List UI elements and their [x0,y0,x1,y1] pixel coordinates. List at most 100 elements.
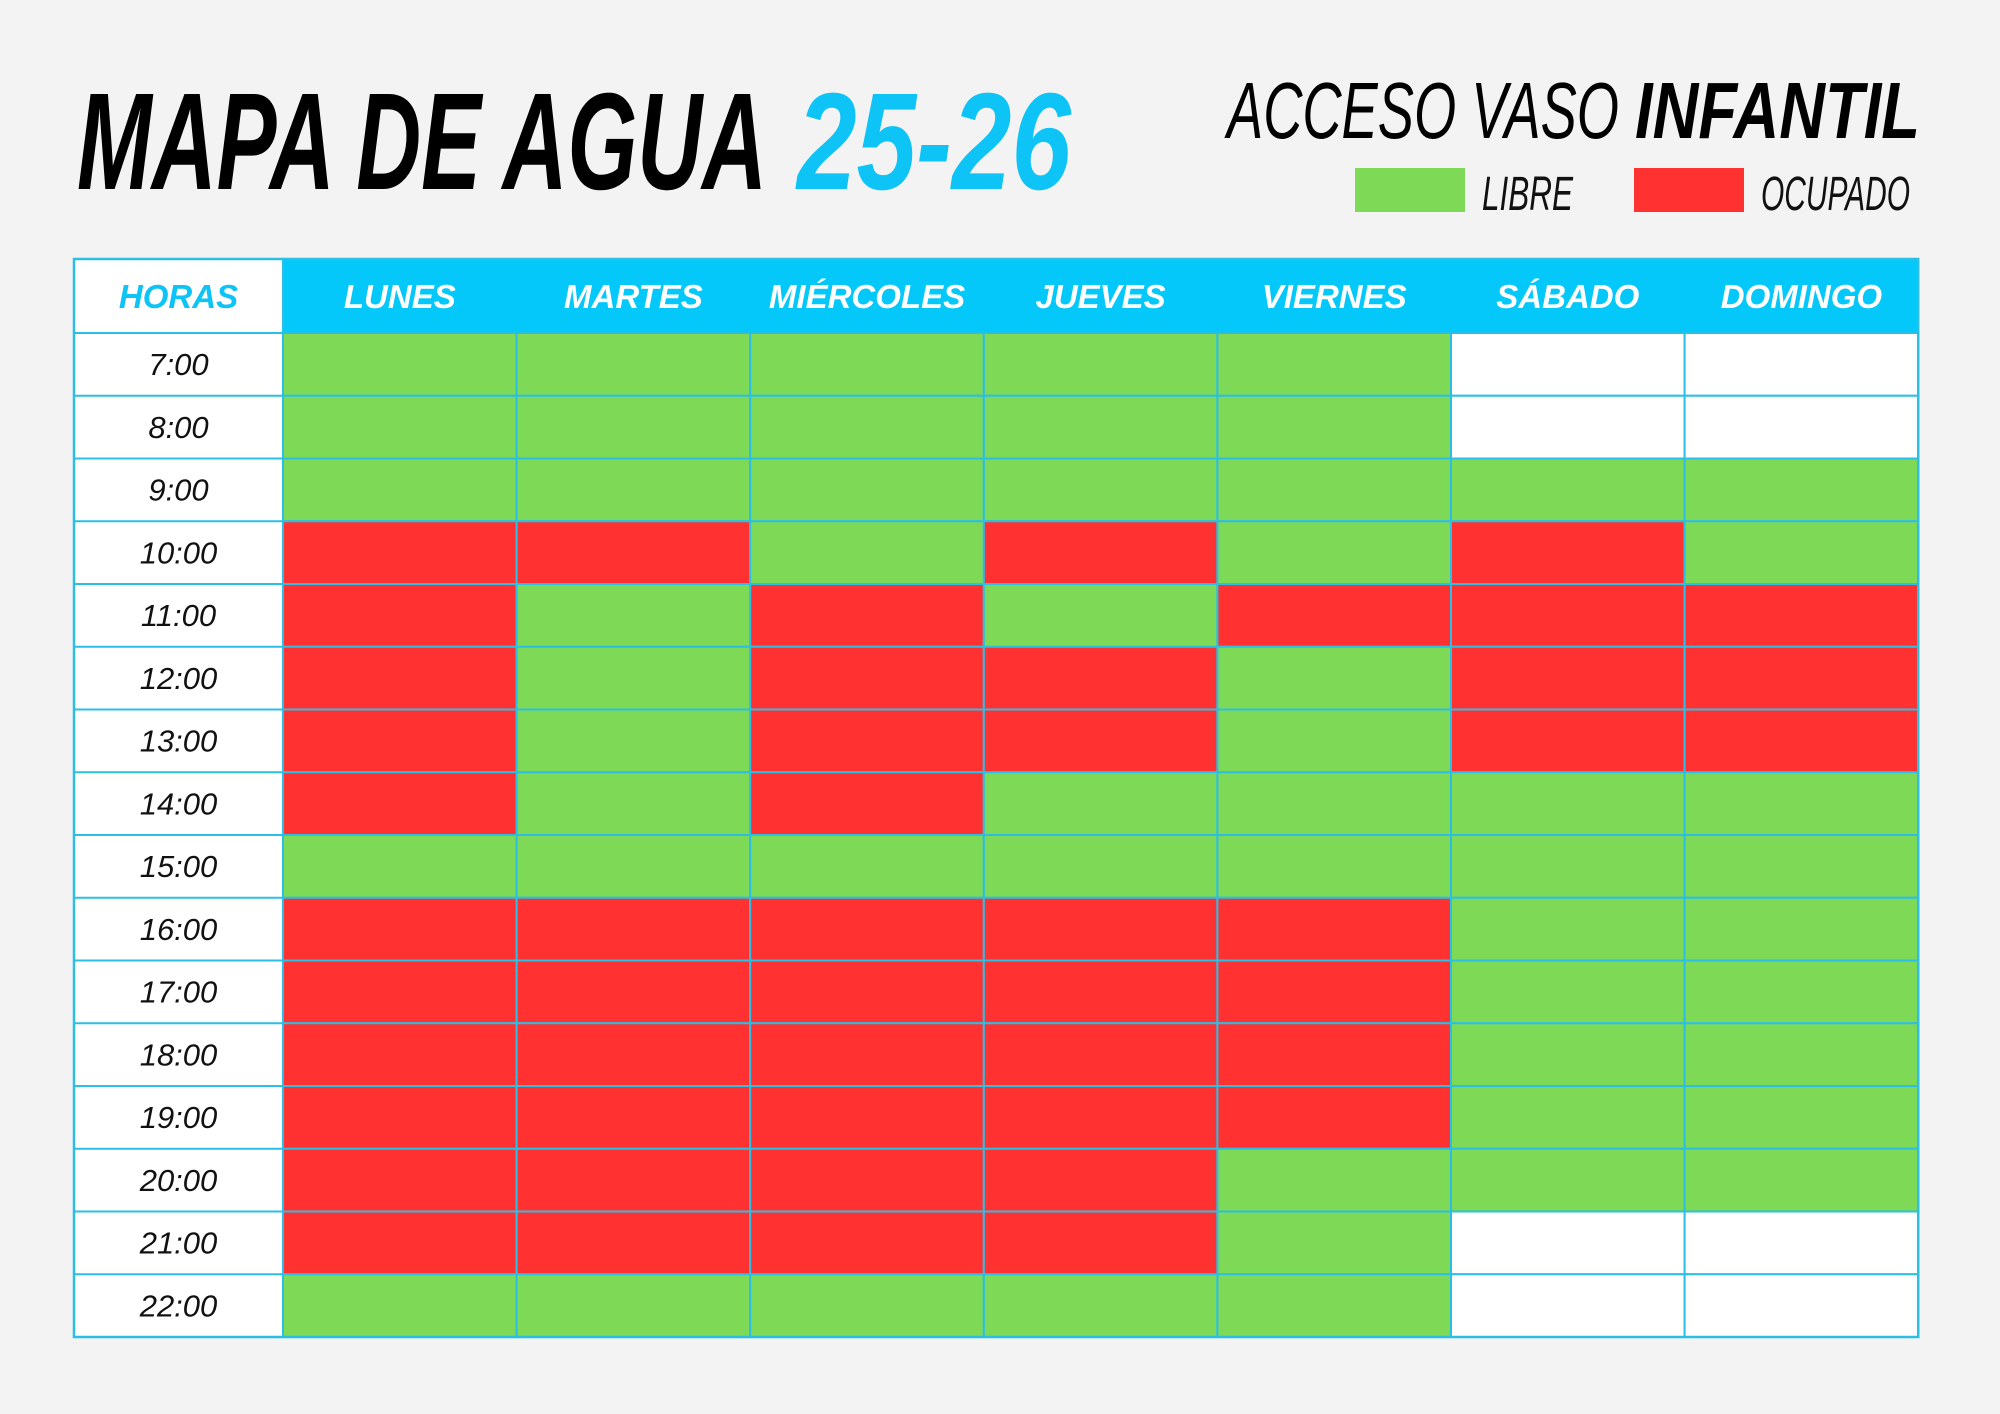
hour-label: 17:00 [140,975,218,1010]
slot-cell [282,896,518,962]
day-label: VIERNES [1262,278,1407,315]
hour-cell [74,835,283,898]
slot-cell [1216,394,1453,460]
slot-cell [515,520,752,585]
slot-cell [515,771,752,836]
hour-label: 11:00 [141,598,216,633]
slot-cell [749,1210,985,1276]
slot-cell [982,394,1219,460]
slot-cell [1683,394,1920,460]
slot-cell [282,959,518,1025]
legend-label: OCUPADO [1761,168,1910,221]
slot-cell [1216,520,1453,585]
hour-label: 7:00 [148,347,208,382]
slot-cell [1683,332,1920,397]
slot-cell [1683,1085,1920,1150]
slot-cell [282,1147,518,1213]
hour-cell [74,1211,283,1275]
legend-swatch [1634,168,1744,212]
slot-cell [1216,1147,1453,1213]
slot-cell [1683,583,1920,648]
slot-cell [749,394,985,460]
slot-cell [1216,834,1453,899]
slot-cell [1216,708,1453,774]
title: MAPA DE AGUA [77,65,767,219]
hour-label: 20:00 [139,1163,218,1198]
slot-cell [982,645,1219,711]
slot-cell [1216,1210,1453,1276]
slot-cell [982,1022,1219,1087]
slot-cell [282,645,518,711]
day-label: DOMINGO [1721,278,1883,315]
slot-cell [982,771,1219,836]
slot-cell [515,583,752,648]
slot-cell [1216,1273,1453,1338]
day-label: MARTES [564,278,703,315]
slot-cell [282,1210,518,1276]
hour-label: 22:00 [139,1288,218,1323]
hour-cell [74,395,283,459]
slot-cell [749,520,985,585]
slot-cell [1450,645,1686,711]
slot-cell [1450,1085,1686,1150]
day-label: JUEVES [1035,278,1165,315]
slot-cell [982,583,1219,648]
slot-cell [1216,1085,1453,1150]
hour-cell [74,646,283,710]
slot-cell [1450,1022,1686,1087]
slot-cell [1683,1022,1920,1087]
slot-cell [515,1022,752,1087]
slot-cell [982,834,1219,899]
slot-cell [282,834,518,899]
slot-cell [982,896,1219,962]
hour-label: 8:00 [148,410,208,445]
slot-cell [749,583,985,648]
slot-cell [749,959,985,1025]
slot-cell [982,959,1219,1025]
legend: LIBRE OCUPADO [1355,168,1910,221]
slot-cell [1450,520,1686,585]
slot-cell [982,1147,1219,1213]
slot-cell [1450,583,1686,648]
legend-label: LIBRE [1482,168,1574,221]
slot-cell [1683,520,1920,585]
slot-cell [1450,394,1686,460]
hour-cell [74,1023,283,1086]
hour-label: 12:00 [140,661,218,696]
slot-cell [515,1085,752,1150]
slot-cell [1216,645,1453,711]
slot-cell [982,520,1219,585]
hour-cell [74,772,283,835]
slot-cell [1450,1147,1686,1213]
slot-cell [982,457,1219,523]
slot-cell [515,896,752,962]
hour-label: 16:00 [140,912,218,947]
slot-cell [1683,1273,1920,1338]
slot-cell [1450,1210,1686,1276]
slot-cell [1450,834,1686,899]
slot-cell [282,583,518,648]
slot-cell [515,645,752,711]
hour-cell [74,1148,283,1212]
hour-label: 19:00 [140,1100,218,1135]
slot-cell [1450,771,1686,836]
header-label: HORAS [119,278,238,315]
title-accent: 25-26 [795,65,1072,219]
slot-cell [982,1210,1219,1276]
subtitle-light: ACCESO VASO [1224,66,1619,155]
slot-cell [282,520,518,585]
slot-cell [749,1022,985,1087]
slot-cell [282,1022,518,1087]
slot-cell [1683,959,1920,1025]
slot-cell [1216,583,1453,648]
slot-cell [1683,1210,1920,1276]
slot-cell [1216,771,1453,836]
subtitle-bold: INFANTIL [1635,66,1920,155]
slot-cell [282,1273,518,1338]
slot-cell [1683,708,1920,774]
slot-cell [515,1147,752,1213]
hour-cell [74,333,283,396]
slot-cell [1683,834,1920,899]
slot-cell [1216,457,1453,523]
hour-label: 18:00 [140,1037,218,1072]
